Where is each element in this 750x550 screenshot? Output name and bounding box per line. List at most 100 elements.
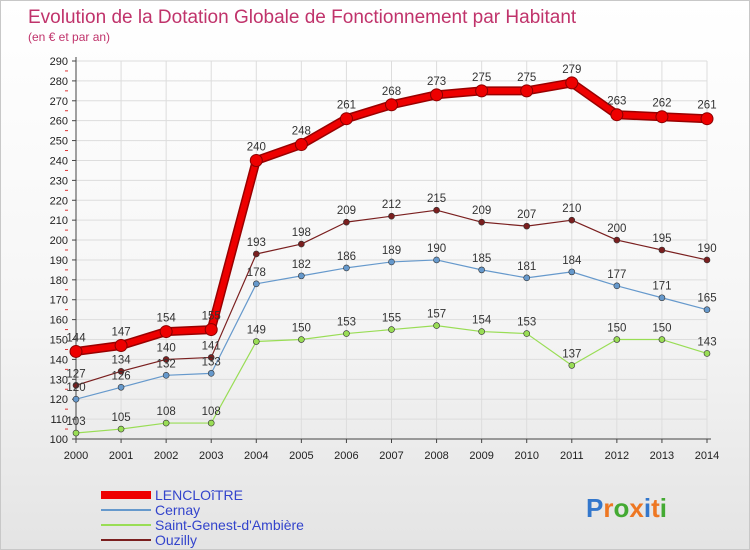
data-label-cernay: 184 [562, 255, 582, 267]
data-point-saint-genest-d-ambi-re [388, 326, 395, 333]
data-label-saint-genest-d-ambi-re: 105 [111, 412, 130, 424]
data-point-ouzilly [162, 356, 170, 363]
data-label-ouzilly: 140 [157, 342, 176, 354]
data-label-cernay: 177 [607, 269, 626, 281]
data-point-cernay [207, 370, 215, 377]
data-point-saint-genest-d-ambi-re [162, 419, 170, 427]
data-label-saint-genest-d-ambi-re: 137 [562, 348, 581, 360]
data-label-saint-genest-d-ambi-re: 157 [427, 309, 446, 321]
data-label-saint-genest-d-ambi-re: 155 [382, 313, 401, 325]
x-tick-label: 2010 [514, 450, 538, 462]
data-label-lenclo-tre: 144 [66, 332, 86, 344]
x-tick-label: 2005 [289, 450, 313, 462]
y-tick-label: 260 [50, 116, 68, 128]
data-label-cernay: 181 [517, 261, 536, 273]
data-label-saint-genest-d-ambi-re: 150 [292, 323, 311, 335]
data-label-ouzilly: 212 [382, 199, 401, 211]
data-point-cernay [478, 266, 485, 274]
data-label-lenclo-tre: 279 [562, 64, 581, 76]
data-point-ouzilly [523, 222, 531, 230]
x-tick-label: 2013 [650, 450, 674, 462]
data-label-ouzilly: 207 [517, 209, 536, 221]
brand-letter: r [603, 493, 613, 523]
data-point-cernay [298, 272, 305, 280]
data-point-lenclo-tre [294, 138, 308, 152]
data-label-cernay: 185 [472, 253, 491, 265]
brand-letter: t [651, 493, 660, 523]
data-label-saint-genest-d-ambi-re: 153 [337, 317, 356, 329]
chart-subtitle: (en € et par an) [28, 30, 110, 44]
y-tick-label: 130 [50, 374, 68, 386]
data-point-ouzilly [568, 216, 576, 224]
data-point-lenclo-tre [520, 84, 534, 98]
data-point-lenclo-tre [655, 110, 669, 124]
data-label-ouzilly: 200 [607, 223, 626, 235]
data-label-cernay: 171 [652, 281, 671, 293]
data-point-cernay [523, 274, 531, 282]
data-point-ouzilly [388, 212, 395, 220]
data-label-ouzilly: 209 [472, 205, 491, 217]
data-label-saint-genest-d-ambi-re: 149 [247, 325, 266, 337]
legend-label-lenclo-tre: LENCLOîTRE [155, 487, 243, 503]
x-tick-label: 2009 [469, 450, 493, 462]
data-point-cernay [252, 280, 260, 288]
data-point-ouzilly [478, 218, 485, 226]
data-label-cernay: 120 [66, 382, 85, 394]
y-tick-label: 250 [50, 136, 68, 148]
data-point-ouzilly [613, 236, 621, 244]
legend-label-saint-genest-d-ambi-re: Saint-Genest-d'Ambière [155, 517, 304, 533]
data-point-lenclo-tre [159, 325, 173, 339]
data-point-lenclo-tre [69, 344, 83, 358]
data-label-ouzilly: 210 [562, 203, 581, 215]
y-tick-label: 290 [50, 56, 68, 68]
data-label-saint-genest-d-ambi-re: 150 [607, 323, 626, 335]
data-label-ouzilly: 134 [111, 354, 131, 366]
data-label-cernay: 190 [427, 243, 446, 255]
data-label-lenclo-tre: 268 [382, 86, 401, 98]
data-label-cernay: 186 [337, 251, 356, 263]
data-label-ouzilly: 209 [337, 205, 356, 217]
legend-label-cernay: Cernay [155, 502, 200, 518]
data-label-lenclo-tre: 147 [111, 326, 130, 338]
data-label-saint-genest-d-ambi-re: 154 [472, 315, 492, 327]
data-point-cernay [343, 264, 350, 272]
data-point-saint-genest-d-ambi-re [252, 338, 260, 345]
data-point-ouzilly [117, 368, 125, 375]
data-label-cernay: 165 [697, 293, 716, 305]
x-tick-label: 2012 [605, 450, 629, 462]
data-point-ouzilly [703, 256, 711, 264]
brand-letter: o [613, 493, 629, 523]
data-point-lenclo-tre [610, 108, 624, 122]
y-tick-label: 110 [50, 414, 68, 426]
data-point-saint-genest-d-ambi-re [523, 330, 531, 337]
axes: 1001101201301401501601701801902002102202… [50, 56, 720, 462]
data-point-saint-genest-d-ambi-re [703, 350, 711, 357]
brand-logo: Proxiti [586, 493, 667, 523]
data-point-ouzilly [343, 218, 350, 226]
brand-letter: i [660, 493, 667, 523]
data-label-lenclo-tre: 155 [202, 311, 221, 323]
data-point-cernay [703, 306, 711, 313]
data-point-cernay [613, 282, 621, 290]
x-tick-label: 2004 [244, 450, 268, 462]
data-point-saint-genest-d-ambi-re [207, 419, 215, 427]
data-point-cernay [433, 256, 440, 264]
brand-letter: i [644, 493, 651, 523]
data-label-lenclo-tre: 275 [472, 72, 491, 84]
x-tick-label: 2006 [334, 450, 358, 462]
brand-letter: P [586, 493, 603, 523]
data-label-saint-genest-d-ambi-re: 108 [157, 406, 176, 418]
data-label-saint-genest-d-ambi-re: 153 [517, 317, 536, 329]
data-point-lenclo-tre [204, 323, 218, 337]
y-tick-label: 220 [50, 195, 68, 207]
data-point-saint-genest-d-ambi-re [117, 425, 125, 433]
data-label-saint-genest-d-ambi-re: 143 [697, 336, 716, 348]
data-label-ouzilly: 198 [292, 227, 311, 239]
x-tick-label: 2000 [64, 450, 88, 462]
data-point-lenclo-tre [339, 112, 353, 126]
legend: LENCLOîTRECernaySaint-Genest-d'AmbièreOu… [101, 487, 304, 548]
y-tick-label: 160 [50, 315, 68, 327]
data-label-ouzilly: 190 [697, 243, 716, 255]
